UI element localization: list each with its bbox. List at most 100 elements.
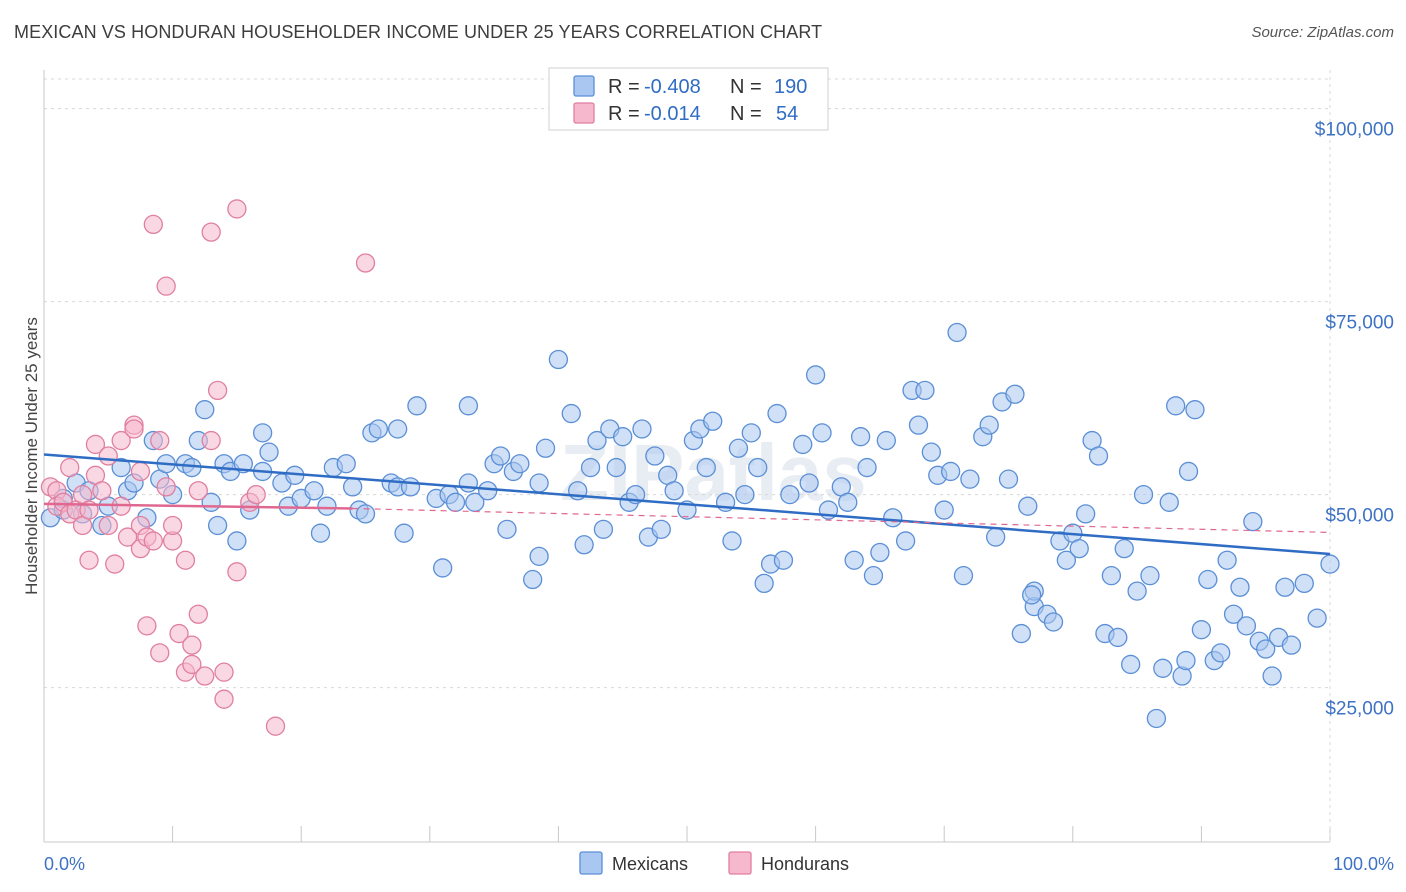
mexicans-point [407, 396, 427, 416]
mexicans-point [1101, 566, 1122, 586]
mexicans-point [645, 446, 665, 466]
mexicans-r-value: -0.408 [644, 76, 701, 98]
trend-lines [43, 453, 1331, 556]
mexicans-point [1211, 643, 1231, 663]
mexicans-point [940, 461, 961, 482]
mexicans-point [252, 423, 273, 443]
hondurans-point [201, 430, 221, 451]
hondurans-point [130, 461, 151, 482]
legend-swatch-mexicans [579, 851, 603, 875]
mexicans-point [304, 481, 324, 501]
mexicans-point [838, 492, 858, 512]
mexicans-point [915, 380, 935, 401]
mexicans-point [1243, 511, 1263, 532]
hondurans-trend-line [43, 502, 353, 510]
legend-swatch-hondurans [728, 851, 752, 875]
mexicans-point [561, 403, 581, 424]
mexicans-point [947, 322, 967, 343]
mexicans-point [1133, 484, 1154, 505]
mexicans-point [1320, 554, 1340, 574]
mexicans-n-value: 190 [774, 76, 807, 98]
hondurans-point [214, 662, 234, 682]
mexicans-point [1262, 666, 1282, 686]
y-tick-label: $75,000 [1325, 313, 1394, 334]
hondurans-point [195, 666, 215, 686]
mexicans-point [445, 492, 466, 512]
mexicans-point [664, 481, 684, 501]
mexicans-point [1217, 550, 1237, 570]
mexicans-point [368, 419, 389, 439]
mexicans-point [355, 504, 376, 524]
mexicans-point [574, 535, 594, 555]
hondurans-point [156, 276, 176, 296]
mexicans-point [1223, 604, 1244, 624]
mexicans-point [1121, 654, 1141, 675]
mexicans-point [510, 454, 530, 474]
mexicans-point [1146, 708, 1167, 729]
mexicans-point [1294, 573, 1314, 594]
hondurans-point [156, 477, 176, 497]
hondurans-point [169, 623, 189, 644]
mexicans-point [1159, 492, 1179, 512]
mexicans-point [844, 550, 864, 570]
mexicans-point [735, 484, 755, 505]
mexicans-point [812, 423, 832, 443]
hondurans-point [85, 434, 106, 455]
mexicans-point [773, 550, 794, 570]
axes [43, 70, 1330, 843]
mexicans-point [703, 411, 723, 431]
hondurans-point [162, 515, 183, 536]
mexicans-point [998, 469, 1019, 489]
mexicans-point [728, 438, 749, 458]
chart-title: MEXICAN VS HONDURAN HOUSEHOLDER INCOME U… [14, 22, 823, 42]
hondurans-point [175, 550, 196, 570]
mexicans-point [793, 434, 813, 455]
mexicans-point [1176, 650, 1196, 671]
mexicans-point [1178, 461, 1199, 482]
mexicans-point [490, 446, 511, 466]
mexicans-point [394, 523, 414, 543]
mexicans-point [748, 457, 768, 478]
mexicans-point [1114, 538, 1134, 559]
hondurans-point [188, 481, 208, 501]
mexicans-n-label: N = [730, 76, 762, 98]
mexicans-point [458, 473, 479, 493]
mexicans-point [1005, 384, 1025, 404]
hondurans-point [214, 689, 234, 709]
hondurans-point [150, 430, 170, 451]
mexicans-point [613, 427, 633, 447]
mexicans-point [310, 523, 331, 543]
mexicans-point [1043, 612, 1064, 632]
mexicans-point [632, 419, 652, 439]
mexicans-point [1236, 616, 1257, 636]
mexicans-point [1021, 585, 1042, 605]
mexicans-point [895, 531, 916, 551]
y-tick-label: $25,000 [1325, 699, 1394, 720]
mexicans-point [1275, 577, 1295, 597]
mexicans-point [1076, 504, 1096, 524]
hondurans-legend-swatch [573, 102, 595, 124]
legend-label-hondurans: Hondurans [761, 854, 849, 874]
mexicans-legend-swatch [573, 75, 595, 97]
mexicans-point [1256, 639, 1276, 659]
mexicans-point [857, 457, 877, 478]
x-tick-label-min: 0.0% [44, 854, 85, 874]
mexicans-point [207, 515, 228, 536]
mexicans-point [1191, 620, 1212, 640]
mexicans-point [741, 423, 761, 443]
hondurans-point [60, 457, 80, 478]
hondurans-point [98, 446, 118, 466]
hondurans-point [105, 554, 125, 574]
hondurans-point [188, 604, 208, 624]
mexicans-point [722, 531, 742, 551]
mexicans-point [111, 457, 131, 478]
hondurans-point [98, 515, 118, 536]
mexicans-point [934, 500, 954, 520]
mexicans-point [985, 527, 1006, 547]
mexicans-point [523, 569, 543, 590]
hondurans-point [117, 527, 138, 547]
mexicans-point [921, 442, 941, 462]
mexicans-point [497, 519, 517, 539]
mexicans-point [336, 454, 356, 474]
stats-legend-box [548, 67, 829, 131]
